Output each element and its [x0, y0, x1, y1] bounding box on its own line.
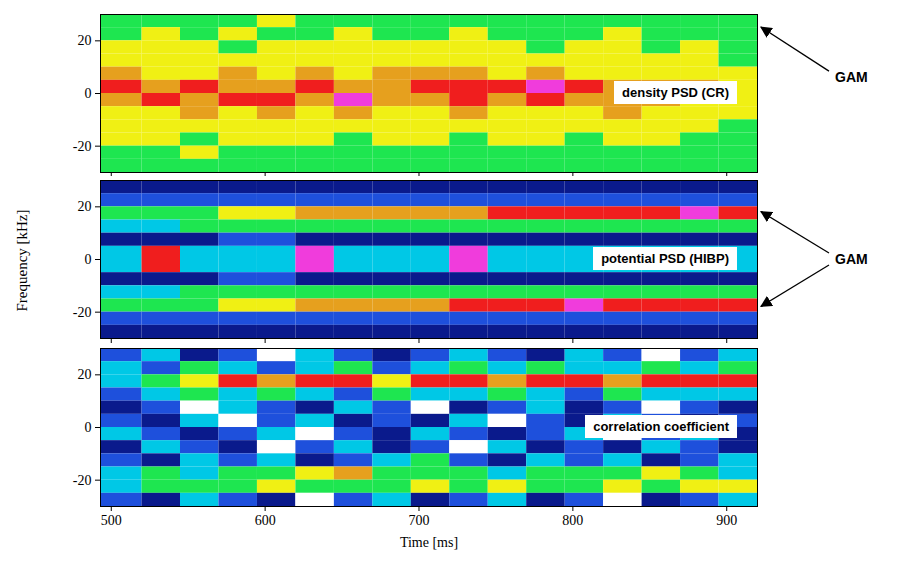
svg-text:0: 0 — [85, 86, 92, 101]
svg-text:GAM: GAM — [835, 69, 868, 85]
svg-text:GAM: GAM — [835, 251, 868, 267]
svg-text:800: 800 — [562, 513, 583, 528]
svg-text:-20: -20 — [73, 473, 92, 488]
svg-text:20: 20 — [78, 199, 92, 214]
svg-text:Time [ms]: Time [ms] — [400, 535, 458, 550]
svg-text:-20: -20 — [73, 139, 92, 154]
html-text:Frequency [kHz]: Frequency [kHz] — [13, 209, 30, 311]
svg-text:20: 20 — [78, 367, 92, 382]
svg-text:0: 0 — [85, 252, 92, 267]
html-text:potential PSD (HIBP): potential PSD (HIBP) — [601, 251, 729, 266]
svg-text:600: 600 — [255, 513, 276, 528]
svg-text:900: 900 — [716, 513, 737, 528]
svg-text:-20: -20 — [73, 305, 92, 320]
svg-text:700: 700 — [408, 513, 429, 528]
html-text:correlation coefficient: correlation coefficient — [593, 419, 729, 434]
svg-text:20: 20 — [78, 33, 92, 48]
svg-text:500: 500 — [101, 513, 122, 528]
svg-text:0: 0 — [85, 420, 92, 435]
html-text:density PSD (CR): density PSD (CR) — [622, 85, 729, 100]
